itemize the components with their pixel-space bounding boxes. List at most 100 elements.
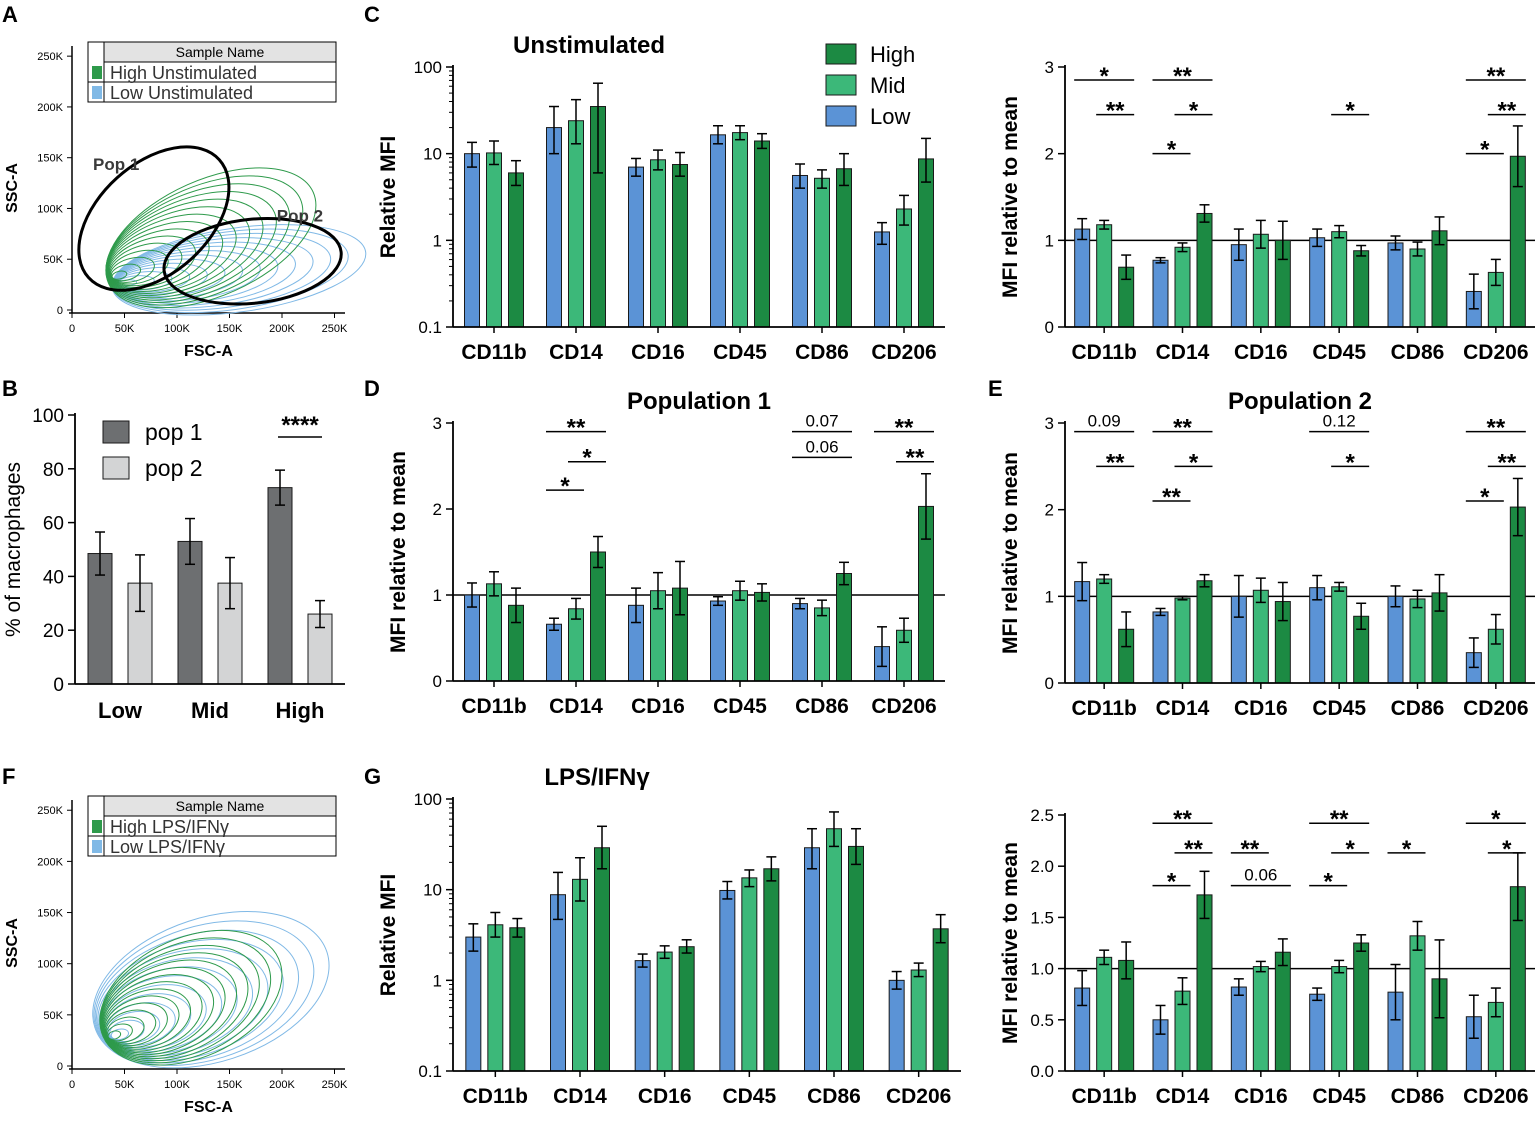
bar-d-cd86-mid	[814, 607, 830, 682]
significance-label-c2-3: *	[1189, 98, 1199, 125]
significance-label-e-9: *	[1480, 484, 1490, 511]
y-tick-label-a: 250K	[37, 51, 63, 63]
legend-label-b-0: pop 1	[145, 419, 203, 445]
x-tick-label-c1-cd16: CD16	[631, 341, 685, 364]
bar-g1-cd86-mid	[826, 828, 842, 1072]
significance-label-g2-4: 0.06	[1244, 866, 1277, 885]
y-axis-label-c1: Relative MFI	[377, 136, 400, 259]
bar-c1-cd16-mid	[650, 159, 666, 328]
bar-e-cd45-low	[1309, 587, 1326, 684]
bar-g2-cd16-mid	[1252, 966, 1269, 1072]
x-tick-label-g1-cd45: CD45	[722, 1085, 776, 1108]
x-tick-label-d-cd86: CD86	[795, 695, 849, 718]
panel-label-f: F	[2, 764, 16, 789]
x-tick-label-c2-cd45: CD45	[1312, 341, 1366, 364]
y-tick-label-f: 150K	[37, 908, 63, 920]
bar-c2-cd86-low	[1387, 242, 1404, 328]
y-tick-label-e: 2	[1045, 501, 1054, 520]
significance-label-g2-1: **	[1184, 836, 1203, 863]
y-tick-label-g2: 2.5	[1030, 806, 1054, 825]
x-tick-label-d-cd206: CD206	[871, 695, 936, 718]
significance-label-c2-6: **	[1486, 63, 1505, 90]
y-axis-label-c2: MFI relative to mean	[999, 96, 1022, 298]
bar-c2-cd14-mid	[1174, 246, 1191, 328]
significance-label-g2-2: *	[1167, 869, 1177, 896]
bar-g1-cd14-low	[550, 894, 566, 1072]
significance-label-d-6: **	[906, 445, 925, 472]
bar-g2-cd86-mid	[1409, 935, 1426, 1072]
bar-c2-cd14-low	[1152, 259, 1169, 328]
contour-high-f	[99, 929, 283, 1066]
bar-g1-cd11b-low	[465, 936, 482, 1072]
legend-label-c-2: Low	[870, 104, 910, 129]
significance-label-g2-7: *	[1323, 869, 1333, 896]
x-tick-label-c1-cd206: CD206	[871, 341, 936, 364]
legend-label-c-0: High	[870, 42, 915, 67]
y-tick-label-c2: 3	[1045, 58, 1054, 77]
bar-d-cd86-low	[792, 603, 808, 682]
contour-high-f	[102, 974, 215, 1054]
contour-low-f	[107, 1010, 161, 1044]
contour-high-a	[105, 167, 317, 309]
significance-label-e-6: *	[1345, 449, 1355, 476]
x-tick-label-e-cd206: CD206	[1463, 697, 1528, 720]
bar-d-cd45-mid	[732, 590, 748, 682]
panel-label-b: B	[2, 376, 18, 401]
significance-label-e-2: **	[1173, 415, 1192, 442]
y-axis-label-f: SSC-A	[4, 918, 21, 968]
y-tick-label-d: 1	[433, 586, 442, 605]
y-tick-label-c1: 10	[423, 145, 442, 164]
legend-swatch-f-0	[92, 820, 102, 833]
y-tick-label-b: 0	[53, 675, 64, 696]
bar-c1-cd11b-high	[508, 172, 524, 328]
x-tick-label-f: 250K	[322, 1079, 348, 1091]
significance-label-g2-5: **	[1330, 806, 1349, 833]
x-tick-label-g2-cd86: CD86	[1391, 1085, 1445, 1108]
bar-g1-cd206-low	[888, 979, 905, 1072]
bar-g2-cd14-high	[1196, 894, 1213, 1072]
gate-pop1-a	[77, 145, 231, 292]
bar-c1-cd86-high	[836, 168, 852, 328]
significance-label-e-7: **	[1486, 415, 1505, 442]
bar-c2-cd45-high	[1353, 250, 1370, 328]
bar-g1-cd86-high	[848, 845, 864, 1072]
panel-label-d: D	[364, 376, 380, 401]
y-tick-label-c1: 100	[414, 58, 442, 77]
bar-c2-cd45-mid	[1331, 231, 1348, 328]
bar-d-cd14-high	[590, 551, 606, 682]
bar-g1-cd14-mid	[572, 878, 588, 1072]
legend-swatch-c-1	[825, 74, 857, 96]
bar-g1-cd16-high	[678, 946, 695, 1072]
y-tick-label-a: 200K	[37, 102, 63, 114]
bar-c1-cd45-mid	[732, 132, 748, 328]
x-tick-label-c2-cd206: CD206	[1463, 341, 1528, 364]
bar-c1-cd86-mid	[814, 177, 830, 328]
legend-swatch-f-1	[92, 840, 102, 853]
y-tick-label-f: 250K	[37, 805, 63, 817]
y-tick-label-g1: 100	[414, 790, 442, 809]
bar-c2-cd11b-mid	[1096, 224, 1113, 328]
y-tick-label-e: 1	[1045, 587, 1054, 606]
legend-swatch-c-2	[825, 105, 857, 127]
contour-low-f	[97, 948, 269, 1059]
bar-c1-cd86-low	[792, 174, 808, 328]
y-tick-label-g2: 2.0	[1030, 857, 1054, 876]
x-tick-label-g2-cd11b: CD11b	[1071, 1085, 1136, 1108]
x-tick-label-g1-cd86: CD86	[807, 1085, 861, 1108]
y-tick-label-g2: 1.0	[1030, 960, 1054, 979]
y-tick-label-b: 100	[32, 406, 64, 427]
x-tick-label-b-mid: Mid	[191, 698, 229, 723]
x-tick-label-a: 100K	[164, 323, 190, 335]
significance-label-g2-6: *	[1345, 836, 1355, 863]
y-tick-label-b: 80	[43, 460, 64, 481]
bar-c1-cd14-mid	[568, 120, 584, 328]
y-tick-label-a: 0	[57, 305, 63, 317]
gate-label-pop1-a: Pop 1	[93, 155, 139, 174]
bar-g1-cd45-low	[719, 889, 736, 1072]
bar-c1-cd11b-low	[464, 153, 480, 328]
bar-c1-cd14-low	[546, 127, 562, 328]
x-tick-label-c1-cd45: CD45	[713, 341, 767, 364]
x-tick-label-e-cd14: CD14	[1156, 697, 1210, 720]
x-tick-label-f: 200K	[269, 1079, 295, 1091]
gate-label-pop2-a: Pop 2	[277, 207, 323, 226]
